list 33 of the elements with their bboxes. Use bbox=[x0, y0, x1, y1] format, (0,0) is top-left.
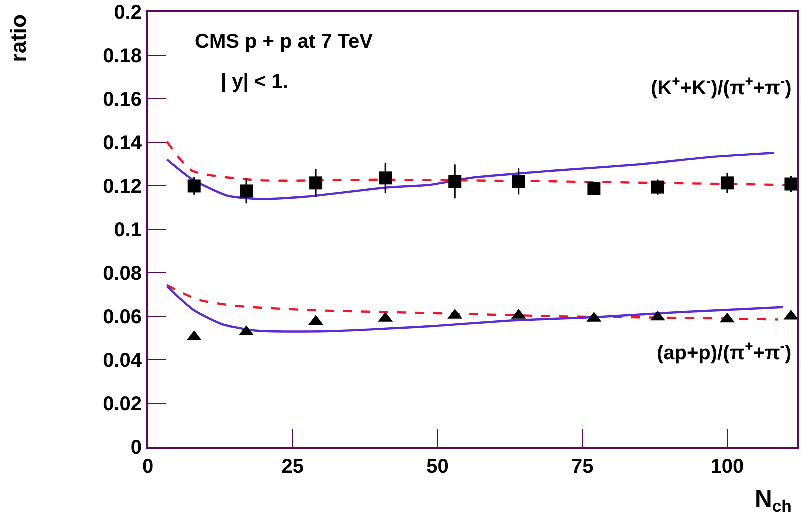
y-tick-label: 0.18 bbox=[103, 46, 142, 68]
line-series bbox=[166, 152, 776, 200]
x-axis-title: N$_{ch}$ bbox=[755, 486, 792, 516]
point bbox=[188, 180, 201, 193]
point bbox=[448, 175, 462, 188]
x-tick-label: 25 bbox=[282, 456, 304, 478]
y-tick-label: 0.12 bbox=[103, 176, 142, 198]
y-tick-label: 0.02 bbox=[103, 394, 142, 416]
y-tick-label: 0.14 bbox=[103, 132, 143, 154]
annotation: | y| < 1. bbox=[221, 71, 288, 93]
y-tick-label: 0.2 bbox=[114, 2, 142, 24]
text: (K$^{+}$+K$^{-}$)/(π$^{+}$+π$^{-}$) bbox=[651, 73, 792, 100]
annotation: CMS p + p at 7 TeV bbox=[195, 31, 374, 53]
annotation: (ap+p)/(π$^{+}$+π$^{-}$) bbox=[657, 338, 792, 364]
y-tick-label: 0.16 bbox=[103, 89, 142, 111]
y-tick-label: 0.04 bbox=[103, 350, 143, 372]
point bbox=[720, 176, 734, 190]
point bbox=[379, 172, 392, 185]
x-tick-label: 75 bbox=[571, 456, 594, 478]
point bbox=[240, 184, 254, 198]
y-tick-label: 0.1 bbox=[114, 220, 142, 242]
y-tick-label: 0 bbox=[130, 437, 142, 459]
point bbox=[651, 180, 664, 194]
line-series bbox=[166, 285, 784, 333]
y-axis-title: ratio bbox=[6, 14, 32, 62]
point bbox=[784, 178, 797, 191]
y-tick-label: 0.08 bbox=[103, 263, 142, 285]
x-tick-label: 100 bbox=[710, 456, 744, 478]
point bbox=[588, 182, 601, 196]
x-tick-label: 50 bbox=[426, 456, 449, 478]
point bbox=[512, 175, 526, 188]
point bbox=[310, 176, 323, 190]
y-tick-label: 0.06 bbox=[103, 306, 142, 328]
